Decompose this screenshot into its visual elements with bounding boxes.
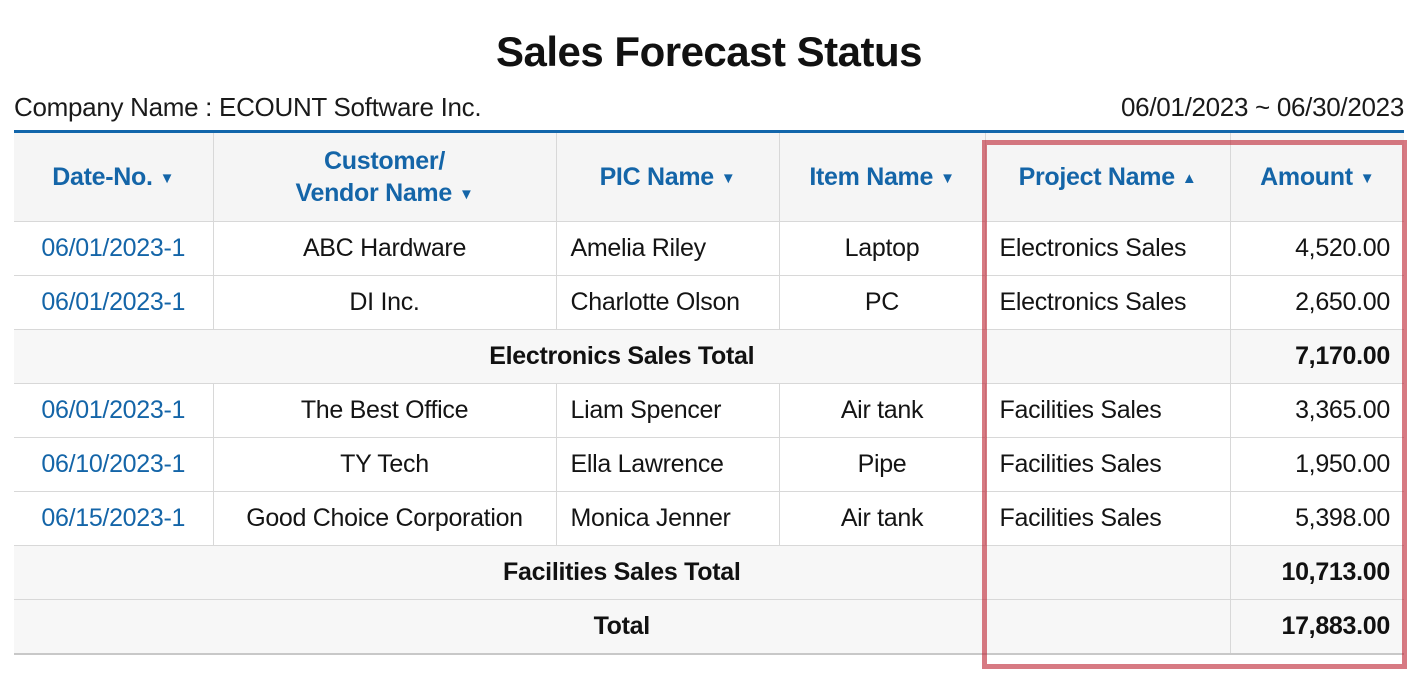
pic-name-cell: Monica Jenner bbox=[555, 491, 779, 546]
sort-desc-icon: ▼ bbox=[940, 169, 955, 187]
project-name-cell: Electronics Sales bbox=[984, 275, 1230, 330]
col-header-item-name[interactable]: Item Name ▼ bbox=[778, 131, 985, 222]
col-header-label: Item Name bbox=[809, 162, 934, 191]
subtotal-label: Electronics Sales Total bbox=[14, 329, 1230, 384]
col-header-label-line2: Vendor Name bbox=[295, 179, 452, 207]
date-no-cell: 06/10/2023-1 bbox=[14, 437, 213, 492]
col-header-date-no[interactable]: Date-No. ▼ bbox=[14, 131, 213, 222]
table-row: 06/01/2023-1 The Best Office Liam Spence… bbox=[14, 383, 1404, 438]
item-name-cell: Air tank bbox=[778, 383, 985, 438]
col-header-customer-vendor[interactable]: Customer/ Vendor Name ▼ bbox=[212, 131, 556, 222]
date-no-cell: 06/01/2023-1 bbox=[14, 383, 213, 438]
project-name-cell: Facilities Sales bbox=[984, 383, 1230, 438]
date-no-link[interactable]: 06/01/2023-1 bbox=[41, 234, 186, 262]
customer-cell: DI Inc. bbox=[212, 275, 556, 330]
amount-cell: 1,950.00 bbox=[1229, 437, 1404, 492]
date-range: 06/01/2023 ~ 06/30/2023 bbox=[1121, 92, 1404, 122]
amount-cell: 3,365.00 bbox=[1229, 383, 1404, 438]
subtotal-amount: 10,713.00 bbox=[1229, 545, 1404, 600]
sort-asc-icon: ▲ bbox=[1181, 169, 1197, 187]
customer-cell: ABC Hardware bbox=[212, 221, 556, 276]
subtotal-label: Facilities Sales Total bbox=[14, 545, 1230, 600]
grand-total-amount: 17,883.00 bbox=[1229, 599, 1404, 654]
col-header-project-name[interactable]: Project Name ▲ bbox=[984, 131, 1230, 222]
header-row: Date-No. ▼ Customer/ Vendor Name ▼ PIC Nam… bbox=[14, 131, 1404, 222]
customer-cell: The Best Office bbox=[212, 383, 556, 438]
item-name-cell: PC bbox=[778, 275, 985, 330]
date-no-cell: 06/01/2023-1 bbox=[14, 221, 213, 276]
col-header-label: Date-No. bbox=[52, 162, 153, 191]
subtotal-amount: 7,170.00 bbox=[1229, 329, 1404, 384]
amount-cell: 4,520.00 bbox=[1229, 221, 1404, 276]
date-no-link[interactable]: 06/01/2023-1 bbox=[41, 396, 186, 424]
sort-desc-icon: ▼ bbox=[458, 186, 474, 203]
col-header-label: Amount bbox=[1260, 162, 1353, 191]
page-title: Sales Forecast Status bbox=[495, 28, 923, 75]
item-name-cell: Pipe bbox=[778, 437, 985, 492]
col-header-amount[interactable]: Amount ▼ bbox=[1229, 131, 1404, 222]
report-info-row: Company Name : ECOUNT Software Inc. 06/0… bbox=[14, 92, 1404, 123]
customer-cell: TY Tech bbox=[212, 437, 556, 492]
subtotal-row-facilities: Facilities Sales Total 10,713.00 bbox=[14, 545, 1404, 600]
amount-cell: 5,398.00 bbox=[1229, 491, 1404, 546]
table-row: 06/10/2023-1 TY Tech Ella Lawrence Pipe … bbox=[14, 437, 1404, 492]
amount-cell: 2,650.00 bbox=[1229, 275, 1404, 330]
col-header-label-line1: Customer/ bbox=[324, 146, 445, 175]
date-no-cell: 06/01/2023-1 bbox=[14, 275, 213, 330]
item-name-cell: Air tank bbox=[778, 491, 985, 546]
pic-name-cell: Ella Lawrence bbox=[555, 437, 779, 492]
grand-total-label: Total bbox=[14, 599, 1230, 654]
project-name-cell: Facilities Sales bbox=[984, 437, 1230, 492]
project-name-cell: Electronics Sales bbox=[984, 221, 1230, 276]
company-name: Company Name : ECOUNT Software Inc. bbox=[14, 92, 482, 122]
date-no-link[interactable]: 06/10/2023-1 bbox=[41, 450, 186, 478]
table-row: 06/01/2023-1 ABC Hardware Amelia Riley L… bbox=[14, 221, 1404, 276]
customer-cell: Good Choice Corporation bbox=[212, 491, 556, 546]
item-name-cell: Laptop bbox=[778, 221, 985, 276]
pic-name-cell: Amelia Riley bbox=[555, 221, 779, 276]
col-header-pic-name[interactable]: PIC Name ▼ bbox=[555, 131, 779, 222]
col-header-label: PIC Name bbox=[599, 162, 715, 191]
sales-forecast-table: Date-No. ▼ Customer/ Vendor Name ▼ PIC Nam… bbox=[14, 130, 1404, 655]
date-no-cell: 06/15/2023-1 bbox=[14, 491, 213, 546]
grand-total-row: Total 17,883.00 bbox=[14, 599, 1404, 654]
table-row: 06/15/2023-1 Good Choice Corporation Mon… bbox=[14, 491, 1404, 546]
subtotal-row-electronics: Electronics Sales Total 7,170.00 bbox=[14, 329, 1404, 384]
pic-name-cell: Charlotte Olson bbox=[555, 275, 779, 330]
sort-desc-icon: ▼ bbox=[159, 169, 175, 187]
pic-name-cell: Liam Spencer bbox=[555, 383, 779, 438]
date-no-link[interactable]: 06/15/2023-1 bbox=[41, 504, 186, 532]
table-row: 06/01/2023-1 DI Inc. Charlotte Olson PC … bbox=[14, 275, 1404, 330]
sort-desc-icon: ▼ bbox=[1359, 169, 1375, 187]
project-name-cell: Facilities Sales bbox=[984, 491, 1230, 546]
col-header-label: Project Name bbox=[1018, 162, 1176, 191]
sort-desc-icon: ▼ bbox=[720, 169, 736, 187]
date-no-link[interactable]: 06/01/2023-1 bbox=[41, 288, 186, 316]
